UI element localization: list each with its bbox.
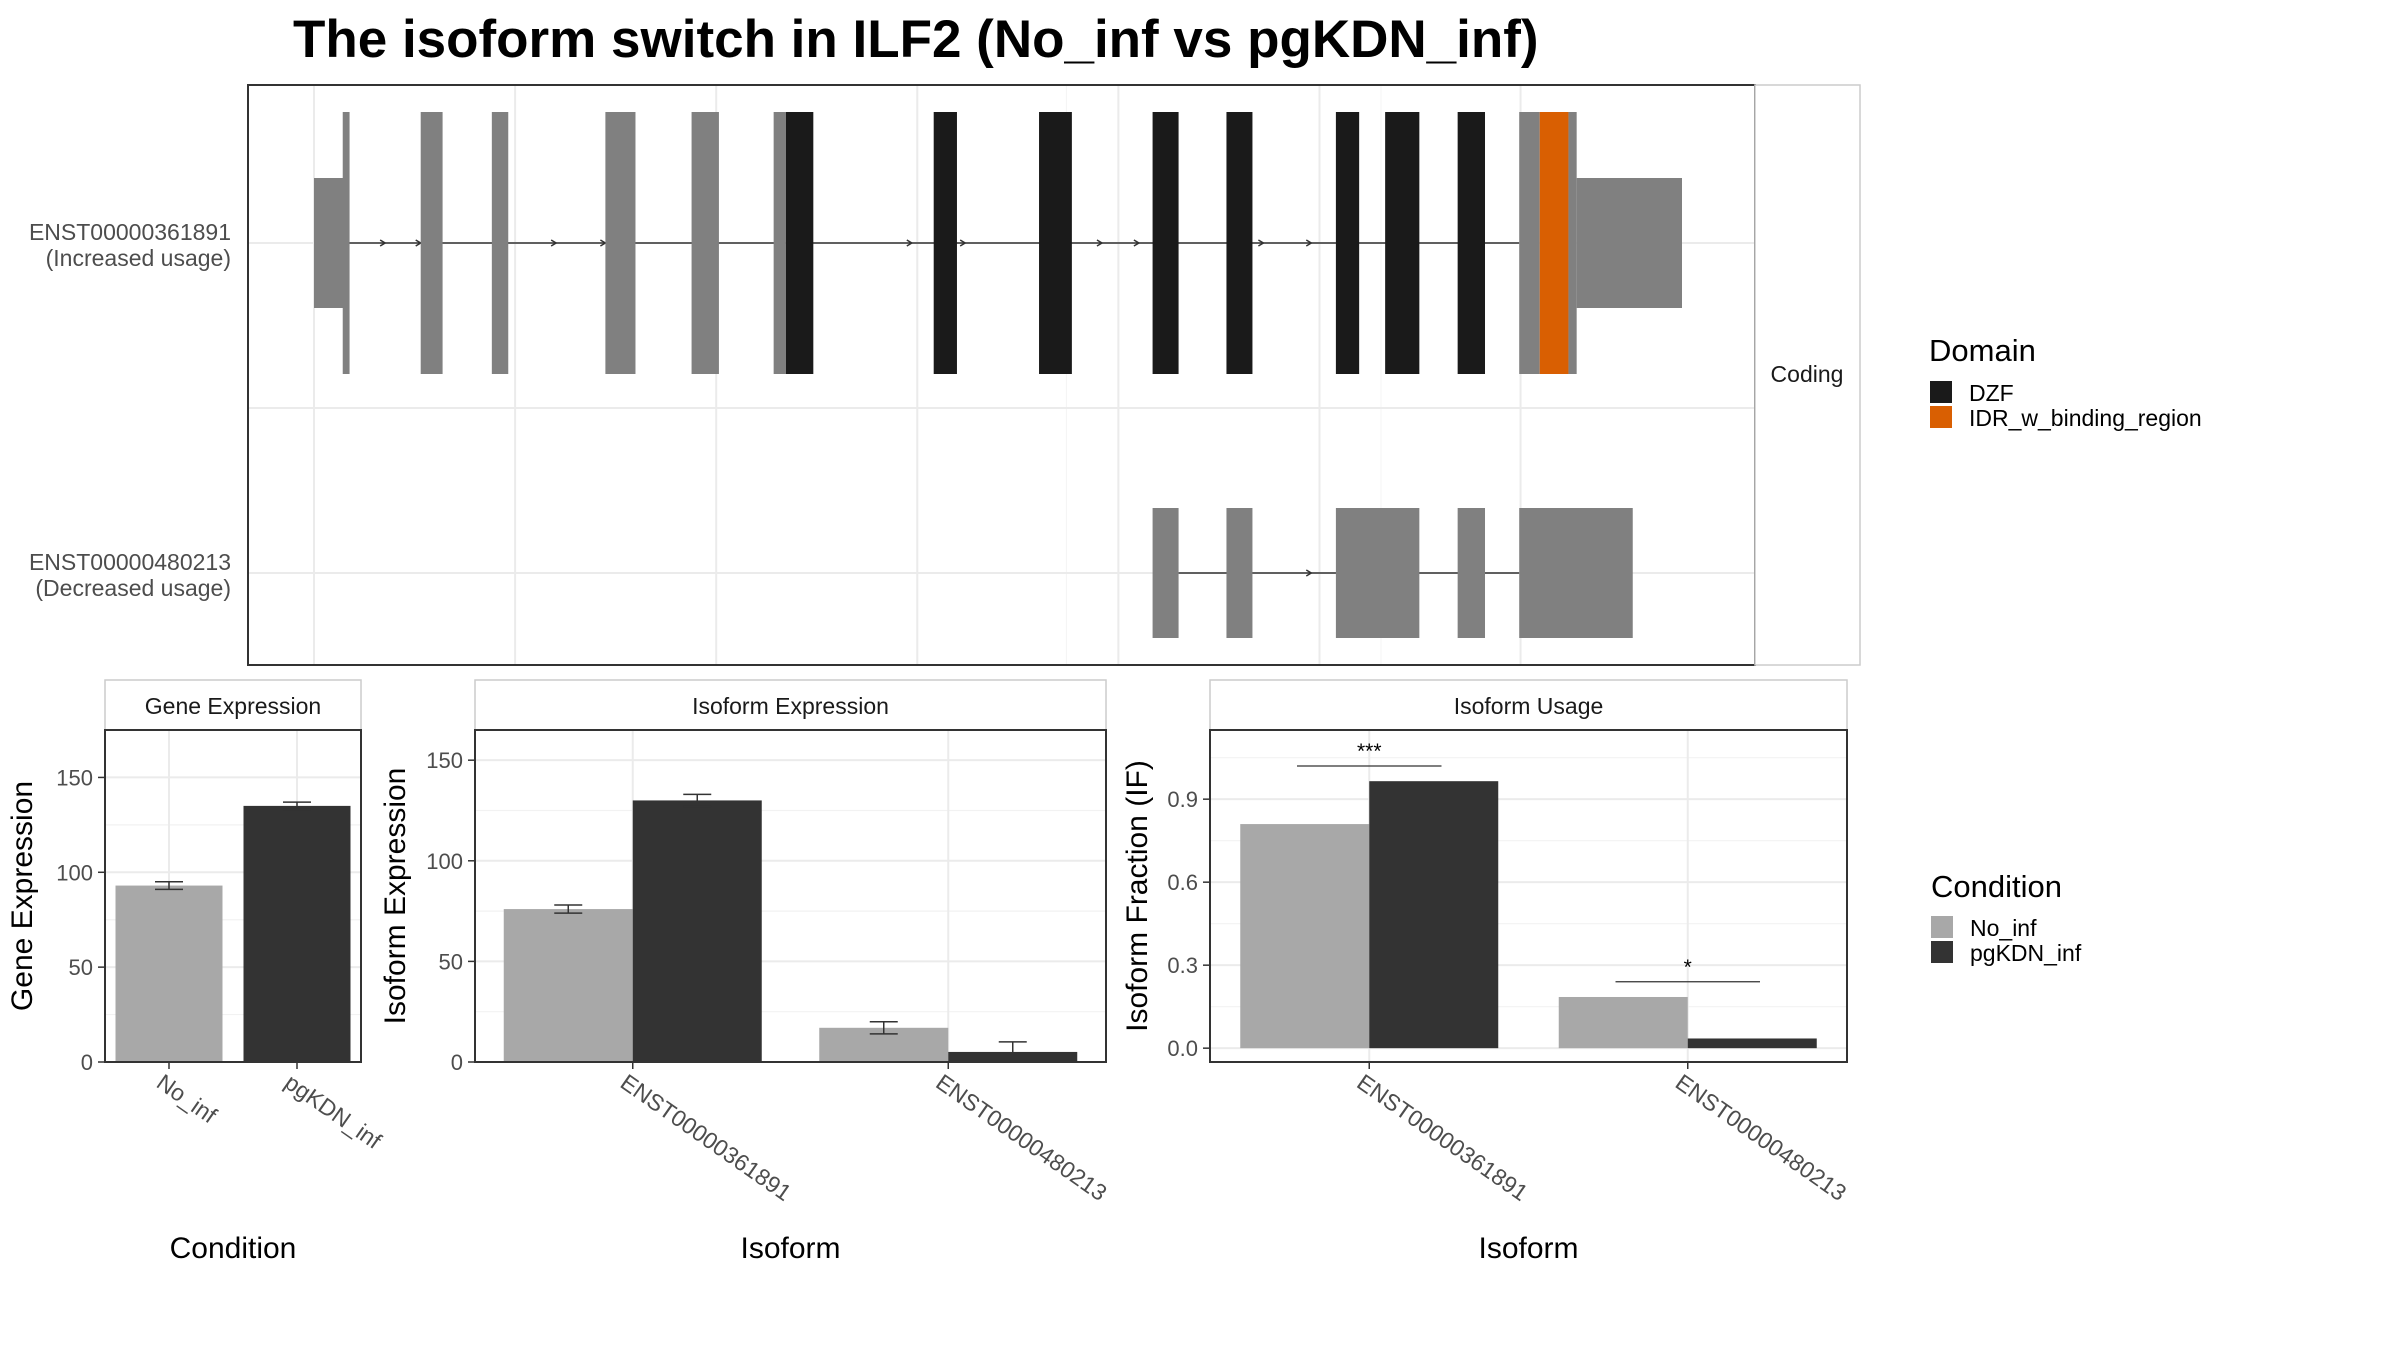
y-tick-label: 150 <box>426 748 463 773</box>
exon <box>1226 508 1253 638</box>
exon <box>314 178 346 308</box>
exon-idr-domain <box>1539 112 1569 374</box>
significance-label: * <box>1684 956 1692 979</box>
x-axis-title: Isoform <box>1478 1232 1578 1265</box>
y-axis-title: Isoform Fraction (IF) <box>1121 760 1154 1032</box>
legend-label: pgKDN_inf <box>1970 940 2082 966</box>
exon <box>1457 508 1486 638</box>
panel-border <box>1209 729 1848 1063</box>
exon <box>1519 508 1633 638</box>
y-tick-label: 0.6 <box>1167 870 1198 895</box>
exon <box>773 112 786 374</box>
gene-structure-strip-label: Coding <box>1771 361 1844 387</box>
condition-legend: Condition No_inf pgKDN_inf <box>1931 869 2082 966</box>
bar-no-inf <box>1558 996 1688 1049</box>
significance-label: *** <box>1357 740 1382 763</box>
panel-border <box>474 729 1107 1063</box>
legend-key-idr <box>1930 406 1952 428</box>
condition-legend-title: Condition <box>1931 869 2062 904</box>
exon <box>1568 112 1577 374</box>
intron-arrow <box>959 239 967 247</box>
intron-arrow <box>1133 239 1141 247</box>
x-axis-title: Isoform <box>740 1232 840 1265</box>
panel-strip-title: Isoform Usage <box>1454 693 1604 719</box>
y-tick-label: 0.0 <box>1167 1036 1198 1061</box>
panel-strip <box>104 679 362 731</box>
legend-key-dzf <box>1930 381 1952 403</box>
y-tick-label: 100 <box>56 860 93 885</box>
y-tick-label: 50 <box>439 949 463 974</box>
transcript-row-enst00000361891 <box>314 112 1682 374</box>
exon <box>491 112 509 374</box>
gene-structure-panel: Coding ENST00000361891 (Increased usage)… <box>29 84 1861 666</box>
y-tick-label: 0 <box>451 1050 463 1075</box>
intron-arrow <box>1305 569 1313 577</box>
isoform-usage-panel: Isoform Usage0.00.30.60.9ENST00000361891… <box>1121 679 1851 1265</box>
exon-dzf-domain <box>1457 112 1486 374</box>
transcript-id-label: ENST00000480213 <box>29 549 231 575</box>
exon-dzf-domain <box>933 112 957 374</box>
transcript-id-label: ENST00000361891 <box>29 219 231 245</box>
bar-no-inf <box>115 885 223 1062</box>
bar-no-inf <box>503 909 633 1062</box>
transcript-usage-label: (Decreased usage) <box>35 575 231 601</box>
bar-pgkdn-inf <box>243 805 351 1062</box>
bar-pgkdn-inf <box>632 800 762 1062</box>
exon <box>691 112 719 374</box>
intron-arrow <box>1258 239 1265 247</box>
panel-strip-title: Isoform Expression <box>692 693 889 719</box>
legend-key-pgkdn-inf <box>1931 941 1953 963</box>
legend-label: IDR_w_binding_region <box>1969 405 2202 431</box>
bar-pgkdn-inf <box>1687 1038 1817 1049</box>
intron-arrow <box>379 239 387 247</box>
exon <box>605 112 636 374</box>
intron-arrow <box>550 239 558 247</box>
bar-no-inf <box>1240 824 1370 1049</box>
legend-label: No_inf <box>1970 915 2037 941</box>
y-tick-label: 150 <box>56 765 93 790</box>
exon-dzf-domain <box>1335 112 1360 374</box>
y-axis-title: Isoform Expression <box>379 768 412 1025</box>
figure-title: The isoform switch in ILF2 (No_inf vs pg… <box>293 10 1539 69</box>
y-tick-label: 0 <box>81 1050 93 1075</box>
y-tick-label: 50 <box>69 955 93 980</box>
exon <box>1335 508 1420 638</box>
y-tick-label: 100 <box>426 849 463 874</box>
domain-legend-title: Domain <box>1929 333 2036 368</box>
intron-arrow <box>1305 239 1313 247</box>
transcript-usage-label: (Increased usage) <box>46 245 231 271</box>
y-tick-label: 0.9 <box>1167 787 1198 812</box>
exon <box>1519 112 1540 374</box>
exon <box>1576 178 1682 308</box>
panel-strip <box>474 679 1107 731</box>
bar-pgkdn-inf <box>1369 781 1499 1049</box>
x-axis-title: Condition <box>170 1232 297 1265</box>
gene-structure-strip <box>1754 84 1861 666</box>
exon-dzf-domain <box>1152 112 1179 374</box>
y-axis-title: Gene Expression <box>6 781 39 1011</box>
panel-strip-title: Gene Expression <box>145 693 321 719</box>
legend-label: DZF <box>1969 380 2014 406</box>
domain-legend: Domain DZF IDR_w_binding_region <box>1929 333 2202 431</box>
intron-arrow <box>1096 239 1104 247</box>
exon <box>420 112 443 374</box>
legend-key-no-inf <box>1931 916 1953 938</box>
intron-arrow <box>906 239 914 247</box>
exon-dzf-domain <box>1039 112 1072 374</box>
exon-dzf-domain <box>1226 112 1253 374</box>
exon-dzf-domain <box>1385 112 1420 374</box>
transcript-row-enst00000480213 <box>1152 508 1633 638</box>
panel-border <box>104 729 362 1063</box>
exon-dzf-domain <box>785 112 814 374</box>
exon <box>342 112 350 374</box>
exon <box>1152 508 1179 638</box>
y-tick-label: 0.3 <box>1167 953 1198 978</box>
